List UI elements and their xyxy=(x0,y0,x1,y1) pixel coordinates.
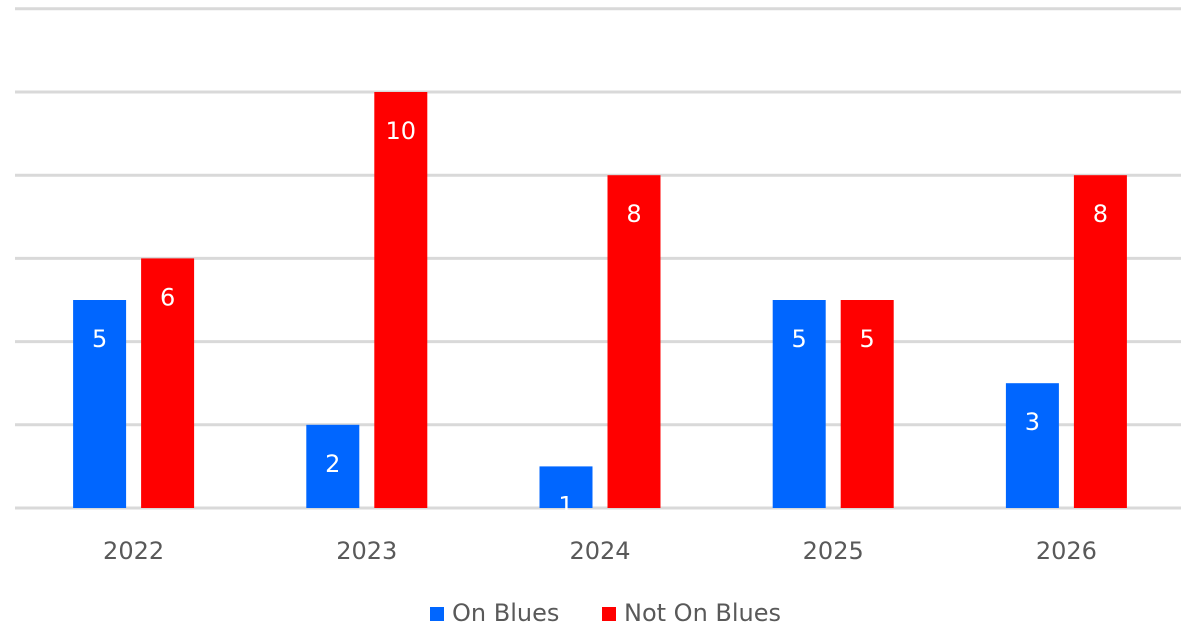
bars xyxy=(73,92,1127,508)
legend-label: On Blues xyxy=(452,599,559,627)
legend-label: Not On Blues xyxy=(624,599,781,627)
data-label: 10 xyxy=(386,117,417,145)
bar-on-blues-2024 xyxy=(539,466,593,508)
x-tick-label: 2026 xyxy=(1036,537,1097,565)
bar-on-blues-2026 xyxy=(1005,383,1059,508)
data-label: 8 xyxy=(1093,200,1108,228)
data-label: 1 xyxy=(558,491,573,519)
bar-not-on-blues-2025 xyxy=(840,300,894,508)
legend: On Blues Not On Blues xyxy=(430,599,781,627)
data-label: 2 xyxy=(325,450,340,478)
data-label: 5 xyxy=(792,325,807,353)
bar-on-blues-2023 xyxy=(306,424,360,508)
x-tick-label: 2024 xyxy=(569,537,630,565)
bar-not-on-blues-2026 xyxy=(1073,175,1127,508)
x-axis-labels: 2022 2023 2024 2025 2026 xyxy=(103,537,1097,565)
x-tick-label: 2025 xyxy=(803,537,864,565)
bar-not-on-blues-2023 xyxy=(374,92,428,508)
bar-on-blues-2025 xyxy=(772,300,826,508)
data-label: 5 xyxy=(92,325,107,353)
data-label: 6 xyxy=(160,283,175,311)
legend-swatch xyxy=(602,607,616,621)
gridlines xyxy=(15,7,1181,510)
bar-on-blues-2022 xyxy=(73,300,127,508)
data-label: 8 xyxy=(626,200,641,228)
x-tick-label: 2022 xyxy=(103,537,164,565)
bar-not-on-blues-2022 xyxy=(141,258,195,508)
legend-swatch xyxy=(430,607,444,621)
bar-not-on-blues-2024 xyxy=(607,175,661,508)
x-tick-label: 2023 xyxy=(336,537,397,565)
data-label: 3 xyxy=(1025,408,1040,436)
data-label: 5 xyxy=(860,325,875,353)
